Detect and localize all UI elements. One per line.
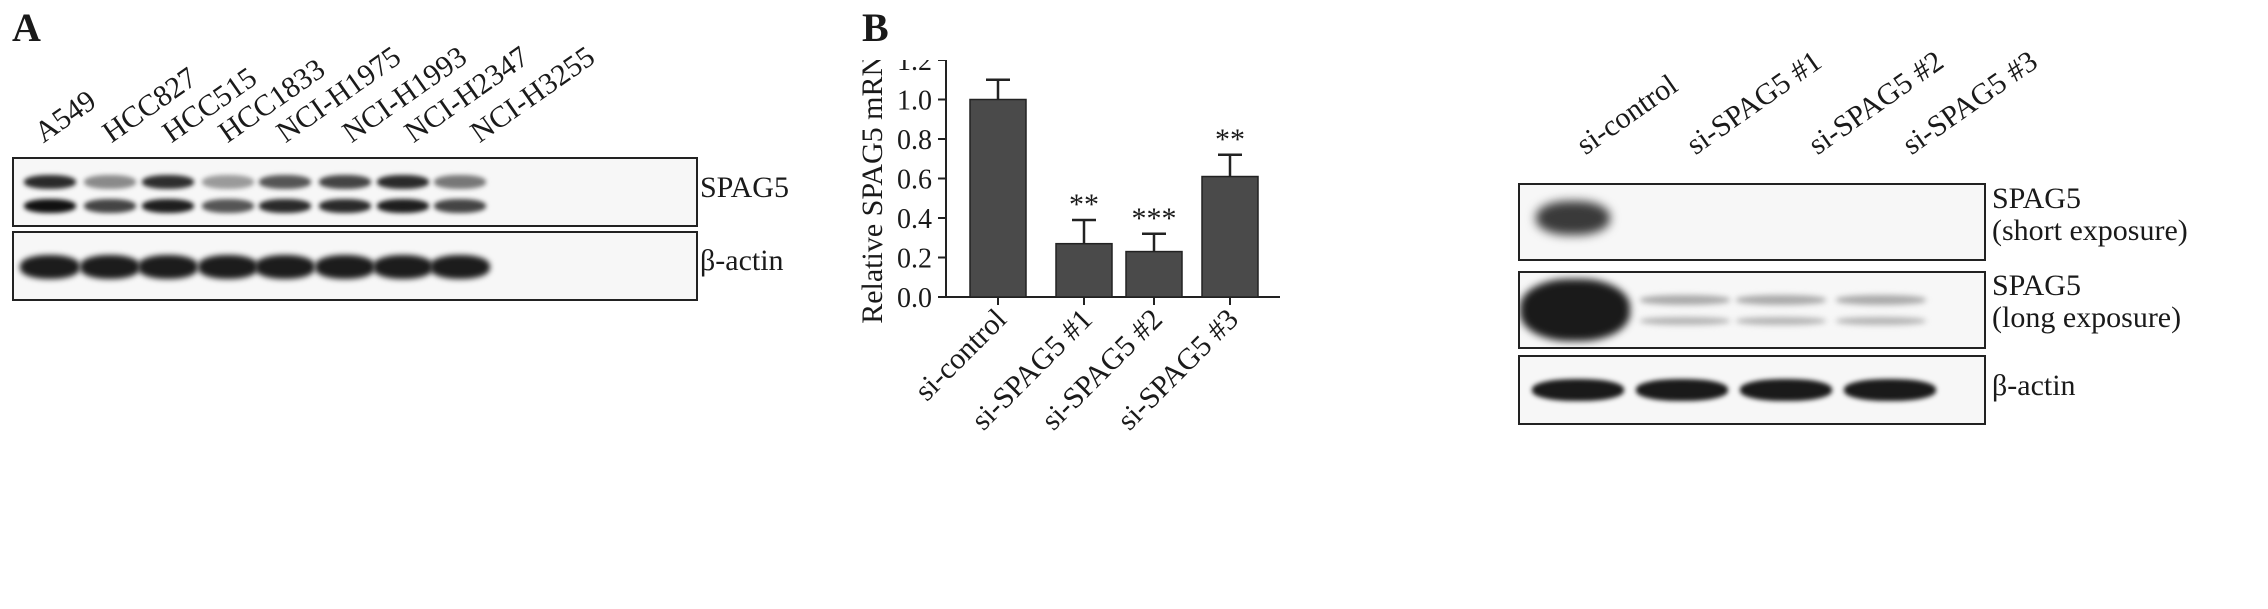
actin-blot-panel-a bbox=[12, 231, 698, 301]
spag5-lower-band bbox=[377, 199, 429, 213]
actin-band bbox=[80, 255, 140, 279]
long-exposure-note: (long exposure) bbox=[1992, 301, 2182, 334]
actin-band-b bbox=[1844, 379, 1936, 401]
spag5-long-faint-band bbox=[1836, 317, 1926, 325]
spag5-upper-band bbox=[319, 175, 371, 189]
spag5-lower-band bbox=[434, 199, 486, 213]
actin-band bbox=[20, 255, 80, 279]
spag5-lower-band bbox=[142, 199, 194, 213]
panel-b-lane-label: si-control bbox=[1570, 68, 1684, 162]
panel-b-lane-label: si-SPAG5 #1 bbox=[1680, 44, 1828, 162]
spag5-long-band bbox=[1520, 279, 1630, 341]
actin-label-a: β-actin bbox=[700, 244, 784, 277]
spag5-lower-band bbox=[24, 199, 76, 213]
actin-band bbox=[373, 255, 433, 279]
spag5-upper-band bbox=[434, 175, 486, 189]
mrna-bar-chart: 0.0 0.2 0.4 0.6 0.8 1.0 1.2 Relative SPAG5 mRNA… bbox=[860, 60, 1280, 437]
y-tick-label: 0.8 bbox=[897, 125, 932, 156]
bar bbox=[969, 98, 1027, 298]
significance-marker: *** bbox=[1132, 202, 1177, 235]
spag5-long-faint-band bbox=[1640, 317, 1730, 325]
spag5-upper-band bbox=[142, 175, 194, 189]
spag5-blot-panel-a bbox=[12, 157, 698, 227]
spag5-short-name: SPAG5 bbox=[1992, 182, 2081, 215]
actin-band-b bbox=[1740, 379, 1832, 401]
bar bbox=[1055, 242, 1113, 298]
actin-band bbox=[255, 255, 315, 279]
spag5-lower-band bbox=[84, 199, 136, 213]
spag5-short-label: SPAG5 (short exposure) bbox=[1992, 183, 2188, 247]
y-tick-label: 1.0 bbox=[897, 86, 932, 117]
y-axis-label: Relative SPAG5 mRNA bbox=[860, 60, 889, 324]
spag5-long-faint-band bbox=[1640, 295, 1730, 305]
y-tick-label: 0.2 bbox=[897, 244, 932, 275]
spag5-upper-band bbox=[84, 175, 136, 189]
spag5-short-band bbox=[1536, 201, 1610, 235]
bar bbox=[1125, 250, 1183, 298]
y-tick-label: 0.0 bbox=[897, 283, 932, 314]
panel-a-label: A bbox=[12, 5, 41, 50]
actin-band bbox=[315, 255, 375, 279]
actin-band bbox=[138, 255, 198, 279]
spag5-lower-band bbox=[259, 199, 311, 213]
significance-marker: ** bbox=[1215, 123, 1245, 156]
short-exposure-note: (short exposure) bbox=[1992, 214, 2188, 247]
spag5-long-faint-band bbox=[1836, 295, 1926, 305]
spag5-lower-band bbox=[319, 199, 371, 213]
significance-marker: ** bbox=[1069, 188, 1099, 221]
spag5-label-a: SPAG5 bbox=[700, 171, 789, 204]
actin-band-b bbox=[1532, 379, 1624, 401]
y-tick-label: 0.4 bbox=[897, 204, 932, 235]
actin-label-b: β-actin bbox=[1992, 369, 2076, 402]
panel-b-label: B bbox=[862, 5, 889, 50]
spag5-long-name: SPAG5 bbox=[1992, 269, 2081, 302]
bar bbox=[1201, 175, 1259, 298]
actin-band bbox=[430, 255, 490, 279]
spag5-upper-band bbox=[24, 175, 76, 189]
actin-band-b bbox=[1636, 379, 1728, 401]
spag5-upper-band bbox=[259, 175, 311, 189]
actin-band bbox=[198, 255, 258, 279]
spag5-long-faint-band bbox=[1736, 295, 1826, 305]
spag5-lower-band bbox=[202, 199, 254, 213]
spag5-short-exposure-blot bbox=[1518, 183, 1986, 261]
y-tick-label: 1.2 bbox=[897, 60, 932, 77]
spag5-long-exposure-blot bbox=[1518, 271, 1986, 349]
y-tick-label: 0.6 bbox=[897, 165, 932, 196]
actin-blot-panel-b bbox=[1518, 355, 1986, 425]
panel-a-lane-label: A549 bbox=[28, 83, 103, 150]
spag5-long-faint-band bbox=[1736, 317, 1826, 325]
spag5-upper-band bbox=[202, 175, 254, 189]
spag5-long-label: SPAG5 (long exposure) bbox=[1992, 270, 2181, 334]
spag5-upper-band bbox=[377, 175, 429, 189]
